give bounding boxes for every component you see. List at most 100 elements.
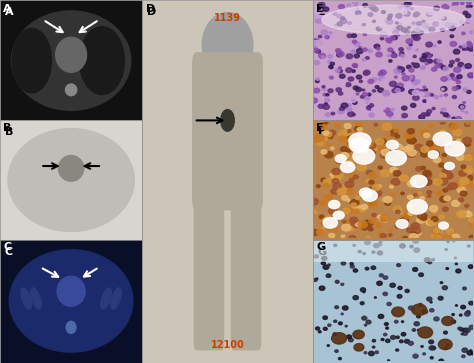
Circle shape xyxy=(353,86,358,90)
FancyBboxPatch shape xyxy=(231,192,261,350)
Text: G: G xyxy=(316,242,325,253)
Circle shape xyxy=(346,199,350,201)
Circle shape xyxy=(380,70,386,75)
Circle shape xyxy=(404,131,414,138)
Circle shape xyxy=(468,265,473,269)
Circle shape xyxy=(456,269,461,273)
Circle shape xyxy=(360,302,364,305)
Circle shape xyxy=(412,90,419,95)
Circle shape xyxy=(388,48,393,52)
Circle shape xyxy=(391,130,398,135)
Circle shape xyxy=(448,21,455,26)
Circle shape xyxy=(394,69,401,74)
Circle shape xyxy=(319,10,322,12)
Circle shape xyxy=(332,114,338,118)
Circle shape xyxy=(323,120,328,124)
Circle shape xyxy=(463,46,468,50)
Circle shape xyxy=(395,135,400,138)
Circle shape xyxy=(374,123,378,126)
Circle shape xyxy=(335,350,338,352)
Circle shape xyxy=(329,233,335,238)
Circle shape xyxy=(329,224,334,227)
Circle shape xyxy=(359,46,362,49)
Circle shape xyxy=(465,64,472,68)
Circle shape xyxy=(412,95,419,100)
Circle shape xyxy=(421,152,428,157)
Circle shape xyxy=(369,187,376,192)
Circle shape xyxy=(423,86,426,88)
Circle shape xyxy=(463,328,468,332)
Circle shape xyxy=(450,31,456,36)
Circle shape xyxy=(314,134,324,142)
Circle shape xyxy=(384,323,388,326)
Circle shape xyxy=(429,309,434,312)
Circle shape xyxy=(341,313,343,315)
Circle shape xyxy=(361,3,366,6)
Circle shape xyxy=(467,211,470,213)
Circle shape xyxy=(470,31,473,33)
Circle shape xyxy=(469,62,474,66)
Circle shape xyxy=(362,24,365,26)
Circle shape xyxy=(419,303,422,306)
Circle shape xyxy=(365,267,369,270)
Circle shape xyxy=(380,37,383,40)
Circle shape xyxy=(346,107,352,111)
Circle shape xyxy=(337,109,344,114)
Circle shape xyxy=(441,77,447,81)
Circle shape xyxy=(391,109,394,111)
Circle shape xyxy=(452,76,459,81)
Circle shape xyxy=(400,340,403,343)
Circle shape xyxy=(397,152,406,159)
Circle shape xyxy=(438,178,448,185)
Circle shape xyxy=(415,89,421,94)
Circle shape xyxy=(330,67,333,69)
Circle shape xyxy=(356,49,363,54)
Circle shape xyxy=(467,351,473,355)
Circle shape xyxy=(393,144,403,151)
Circle shape xyxy=(421,113,426,116)
Circle shape xyxy=(414,248,419,252)
Circle shape xyxy=(456,305,457,306)
Circle shape xyxy=(330,174,333,176)
Circle shape xyxy=(314,40,320,45)
Circle shape xyxy=(347,130,351,132)
Circle shape xyxy=(326,178,331,182)
Circle shape xyxy=(384,123,389,127)
Circle shape xyxy=(351,139,358,144)
Circle shape xyxy=(373,90,375,92)
Circle shape xyxy=(365,98,370,101)
Circle shape xyxy=(443,67,448,70)
Circle shape xyxy=(436,141,443,146)
Circle shape xyxy=(372,78,377,82)
Circle shape xyxy=(352,99,355,101)
Circle shape xyxy=(385,38,390,41)
Circle shape xyxy=(422,24,429,28)
Circle shape xyxy=(400,52,404,55)
Circle shape xyxy=(354,54,359,58)
Circle shape xyxy=(465,312,470,316)
Circle shape xyxy=(362,190,377,201)
Circle shape xyxy=(323,105,329,109)
Circle shape xyxy=(352,34,356,37)
Circle shape xyxy=(412,46,416,49)
Circle shape xyxy=(405,4,410,8)
Ellipse shape xyxy=(21,288,31,309)
Circle shape xyxy=(397,294,402,298)
Circle shape xyxy=(398,67,404,72)
Circle shape xyxy=(450,74,454,77)
Circle shape xyxy=(377,185,381,188)
Circle shape xyxy=(352,40,356,43)
Circle shape xyxy=(382,79,386,82)
Circle shape xyxy=(427,59,432,63)
Circle shape xyxy=(316,278,318,280)
Circle shape xyxy=(336,49,341,53)
Circle shape xyxy=(426,55,430,58)
Circle shape xyxy=(434,317,439,321)
Circle shape xyxy=(470,5,472,7)
Circle shape xyxy=(327,144,330,146)
Circle shape xyxy=(383,123,392,130)
Circle shape xyxy=(319,35,322,38)
Ellipse shape xyxy=(11,11,131,110)
Circle shape xyxy=(338,5,345,9)
Circle shape xyxy=(330,62,335,65)
